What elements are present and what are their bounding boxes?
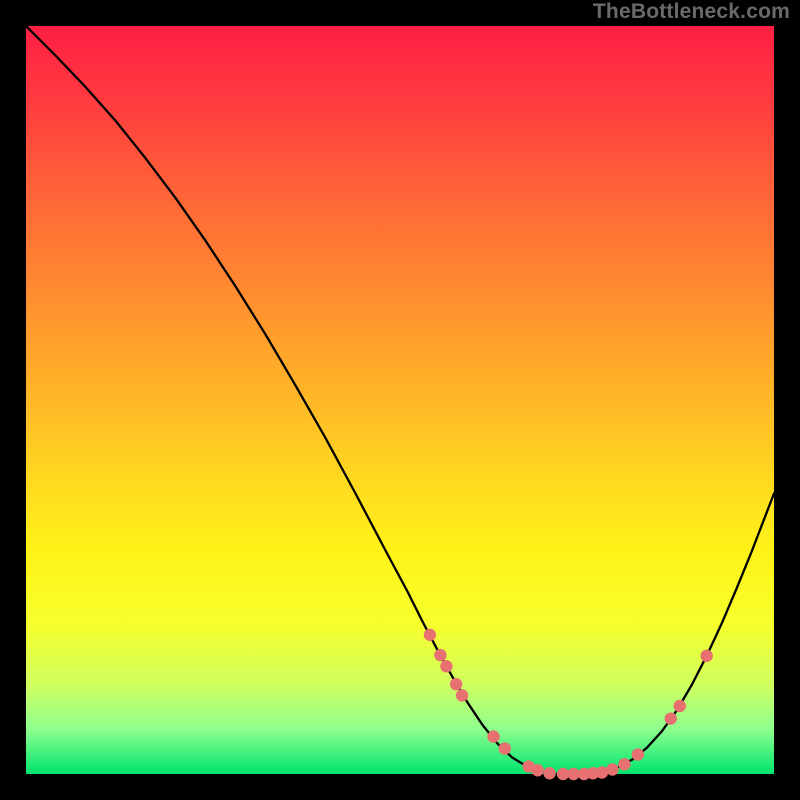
data-marker xyxy=(700,650,712,662)
figure-root: TheBottleneck.com xyxy=(0,0,800,800)
data-marker xyxy=(424,629,436,641)
data-marker xyxy=(531,764,543,776)
plot-svg xyxy=(0,0,800,800)
data-marker xyxy=(618,758,630,770)
data-marker xyxy=(674,700,686,712)
data-marker xyxy=(596,766,608,778)
data-marker xyxy=(632,748,644,760)
data-marker xyxy=(499,742,511,754)
data-marker xyxy=(665,712,677,724)
data-marker xyxy=(606,763,618,775)
data-marker xyxy=(450,678,462,690)
data-marker xyxy=(487,730,499,742)
gradient-background xyxy=(26,26,774,774)
data-marker xyxy=(456,689,468,701)
data-marker xyxy=(543,767,555,779)
data-marker xyxy=(440,660,452,672)
watermark-label: TheBottleneck.com xyxy=(593,0,790,24)
data-marker xyxy=(434,649,446,661)
